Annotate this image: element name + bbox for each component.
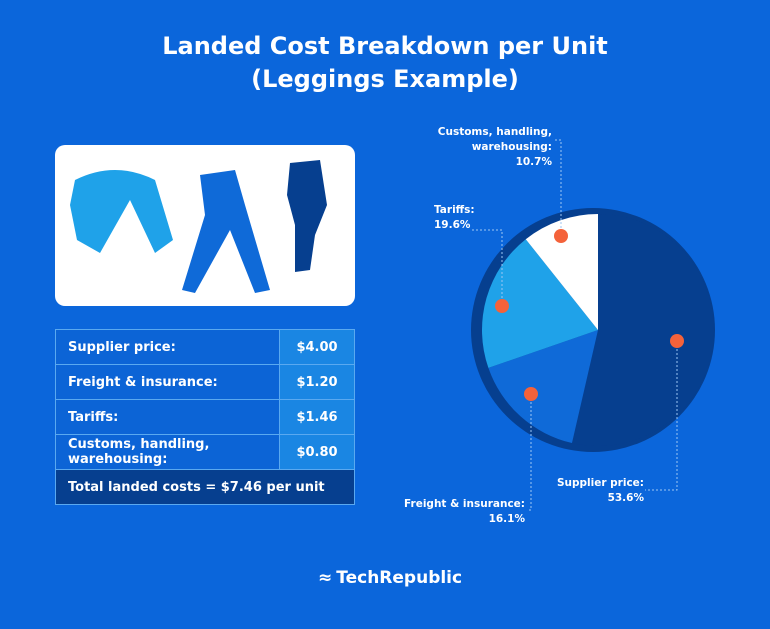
page-title: Landed Cost Breakdown per Unit (Leggings … <box>0 30 770 96</box>
row-value: $1.46 <box>279 399 355 435</box>
total-label: Total landed costs = $7.46 per unit <box>55 469 355 505</box>
row-label: Freight & insurance: <box>55 364 280 400</box>
table-row: Supplier price: $4.00 <box>55 329 355 365</box>
row-value: $1.20 <box>279 364 355 400</box>
pie-slice <box>481 239 598 368</box>
slice-marker <box>554 229 568 243</box>
table-row: Customs, handling, warehousing: $0.80 <box>55 434 355 470</box>
leader-line <box>470 229 503 306</box>
pie-slice <box>571 214 715 446</box>
row-value: $0.80 <box>279 434 355 470</box>
label-freight: Freight & insurance: 16.1% <box>404 498 525 525</box>
slice-marker <box>495 299 509 313</box>
label-tariffs: Tariffs: 19.6% <box>434 204 475 231</box>
label-customs: Customs, handling, warehousing: 10.7% <box>437 126 552 168</box>
slice-marker <box>670 334 684 348</box>
pie-slice <box>488 330 598 444</box>
logo-icon: ≈ <box>318 568 333 588</box>
techrepublic-logo: ≈ TechRepublic <box>318 568 462 588</box>
leggings-icon <box>70 160 327 293</box>
leggings-illustration <box>55 145 355 306</box>
slice-marker <box>524 387 538 401</box>
row-value: $4.00 <box>279 329 355 365</box>
row-label: Tariffs: <box>55 399 280 435</box>
logo-text: TechRepublic <box>336 568 463 588</box>
title-line-2: (Leggings Example) <box>251 65 519 93</box>
leader-line <box>527 394 532 511</box>
table-total-row: Total landed costs = $7.46 per unit <box>55 469 355 505</box>
pie-slice <box>525 214 598 330</box>
row-label: Supplier price: <box>55 329 280 365</box>
leader-line <box>555 139 562 236</box>
row-label: Customs, handling, warehousing: <box>55 434 280 470</box>
cost-table: Supplier price: $4.00 Freight & insurance… <box>55 329 355 505</box>
title-line-1: Landed Cost Breakdown per Unit <box>162 32 608 60</box>
leader-line <box>645 341 678 491</box>
label-supplier: Supplier price: 53.6% <box>556 477 644 504</box>
table-row: Freight & insurance: $1.20 <box>55 364 355 400</box>
table-row: Tariffs: $1.46 <box>55 399 355 435</box>
